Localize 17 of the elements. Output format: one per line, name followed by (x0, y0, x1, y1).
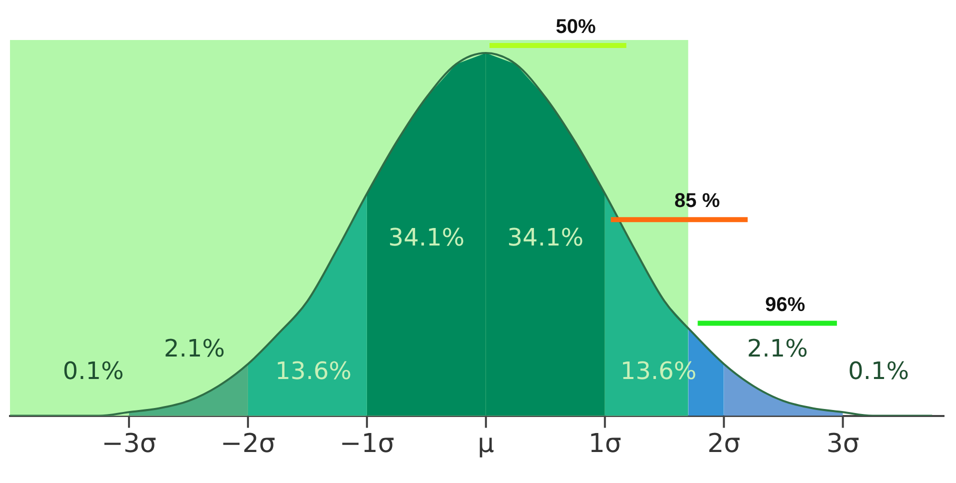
annotation: 34.1% (507, 223, 584, 252)
x-tick-label: −2σ (220, 429, 276, 460)
x-tick-label: 3σ (826, 429, 860, 460)
x-tick-label: −3σ (102, 429, 156, 460)
annotation: 34.1% (388, 223, 465, 252)
annotation: 2.1% (746, 334, 808, 363)
x-tick-label: −1σ (340, 429, 394, 460)
series-label: 50% (556, 16, 596, 38)
annotation: 0.1% (62, 356, 124, 385)
series-label: 96% (765, 294, 806, 316)
annotation: 2.1% (164, 334, 225, 363)
annotation: 0.1% (848, 356, 910, 385)
x-tick-label: 2σ (707, 429, 740, 460)
x-tick-label: μ (478, 429, 494, 460)
series-label: 85 % (674, 190, 720, 212)
annotation: 13.6% (275, 356, 352, 385)
x-tick-label: 1σ (588, 429, 622, 460)
